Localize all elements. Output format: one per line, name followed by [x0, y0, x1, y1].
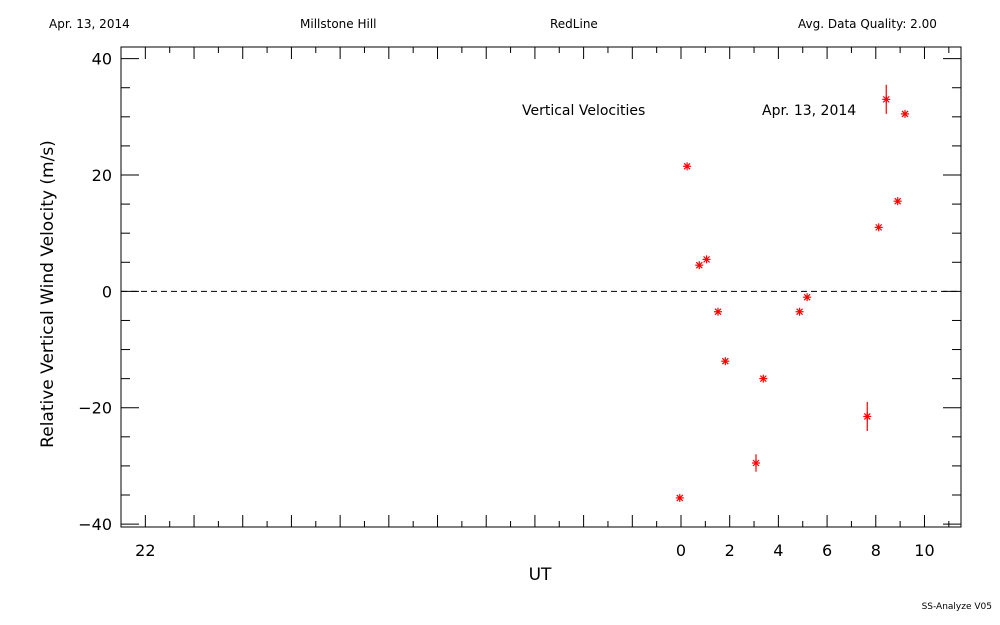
x-axis-label: UT	[529, 565, 552, 585]
x-tick-label: 22	[135, 541, 155, 560]
header-site: Millstone Hill	[300, 17, 377, 31]
y-tick-label: −20	[78, 399, 112, 418]
data-point	[863, 401, 872, 431]
y-tick-label: 40	[92, 50, 112, 69]
data-point	[795, 307, 804, 316]
data-point	[683, 162, 692, 171]
x-tick-label: 2	[725, 541, 735, 560]
y-tick-label: 0	[102, 282, 112, 301]
header-filter: RedLine	[550, 17, 598, 31]
data-point	[874, 223, 883, 232]
data-point	[702, 255, 711, 264]
data-points	[675, 84, 909, 502]
plot-frame	[120, 46, 962, 528]
x-tick-label: 8	[871, 541, 881, 560]
x-tick-label: 6	[822, 541, 832, 560]
x-tick-label: 0	[676, 541, 686, 560]
data-point	[882, 84, 891, 114]
data-point	[759, 374, 768, 383]
data-point	[803, 293, 812, 302]
data-point	[721, 357, 730, 366]
y-tick-label: 20	[92, 166, 112, 185]
data-point	[675, 493, 684, 502]
axes: 22 0 2 4 6 8 10 −40 −20 0 20 40	[78, 46, 962, 560]
x-tick-label: 10	[914, 541, 934, 560]
chart-date-annotation: Apr. 13, 2014	[762, 103, 856, 119]
data-point	[751, 454, 760, 472]
chart-title: Vertical Velocities	[522, 103, 645, 119]
data-point	[893, 197, 902, 206]
data-point	[901, 109, 909, 118]
y-axis-label: Relative Vertical Wind Velocity (m/s)	[38, 140, 58, 448]
header-date: Apr. 13, 2014	[49, 17, 130, 31]
data-point	[714, 307, 723, 316]
x-tick-label: 4	[773, 541, 783, 560]
data-point	[695, 261, 704, 270]
y-tick-label: −40	[78, 515, 112, 534]
header-quality: Avg. Data Quality: 2.00	[798, 17, 937, 31]
version-label: SS-Analyze V05	[921, 602, 992, 612]
